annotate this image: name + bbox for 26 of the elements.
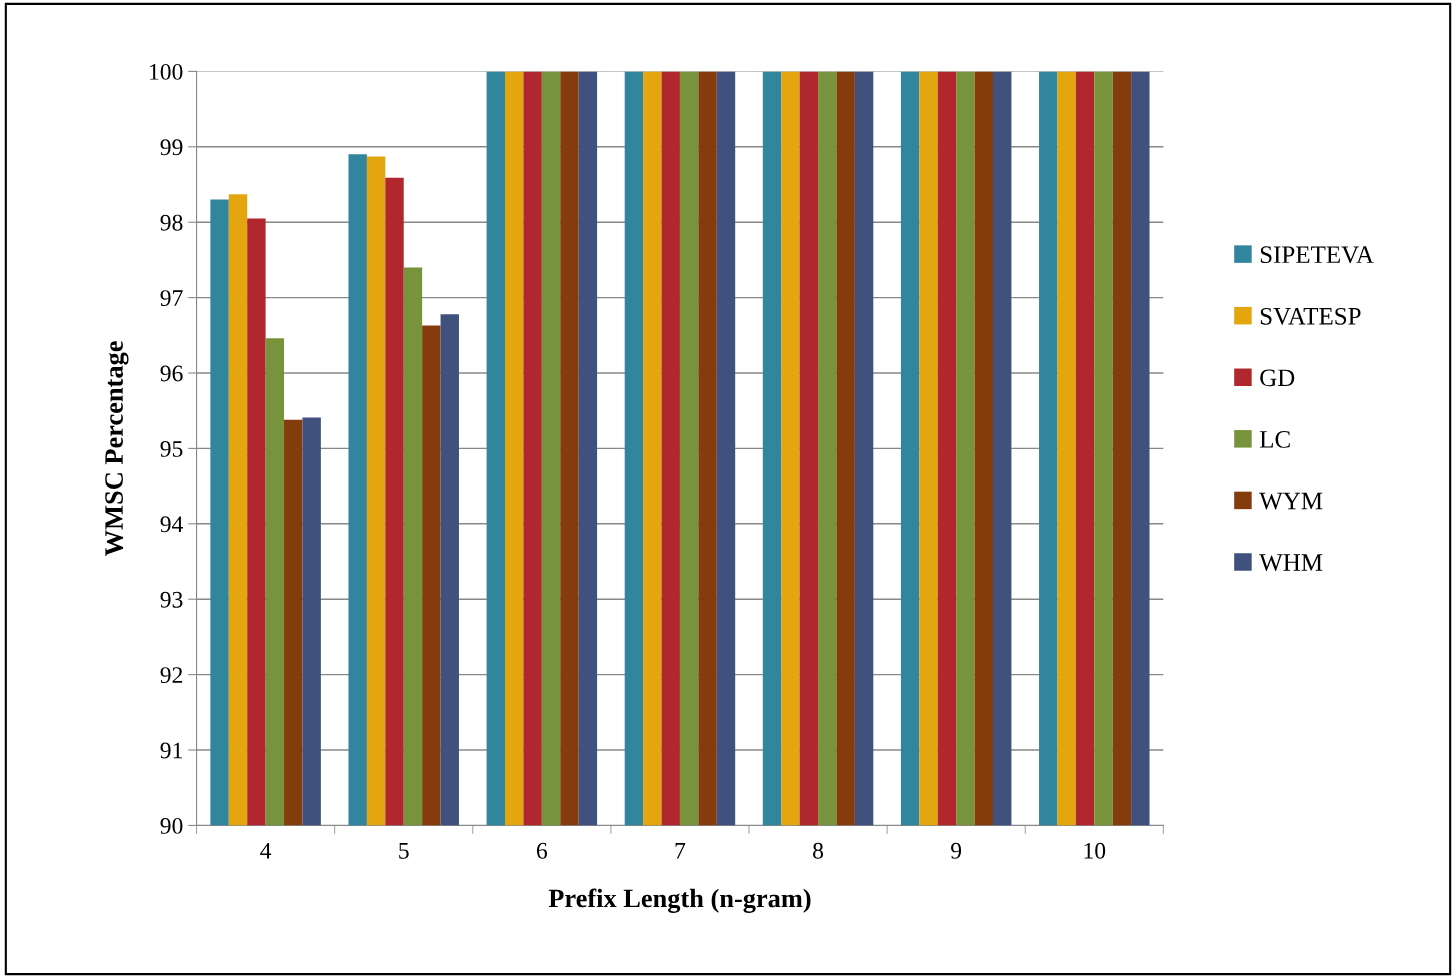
- y-tick-label: 91: [160, 742, 182, 759]
- y-tick-label: 92: [160, 667, 183, 684]
- x-tick-label: 5: [399, 843, 409, 859]
- y-tick-label: 100: [150, 63, 183, 80]
- x-tick-label: 4: [260, 842, 272, 859]
- x-tick-label: 9: [951, 842, 962, 859]
- legend-label: SIPETEVA: [1260, 246, 1374, 264]
- legend-label: WYM: [1259, 492, 1323, 510]
- x-tick-label: 6: [536, 842, 548, 859]
- x-axis-title: Prefix Length (n-gram): [548, 888, 811, 913]
- legend-label: WHM: [1259, 554, 1323, 572]
- y-tick-label: 94: [160, 516, 183, 533]
- y-tick-label: 98: [160, 214, 183, 231]
- legend-label: SVATESP: [1260, 307, 1361, 325]
- x-tick-label: 7: [675, 843, 686, 859]
- y-tick-label: 96: [160, 365, 183, 382]
- y-tick-label: 93: [160, 591, 183, 608]
- legend-label: LC: [1259, 431, 1290, 448]
- y-tick-label: 99: [160, 139, 183, 156]
- y-tick-label: 90: [160, 817, 183, 834]
- y-axis-title: WMSC Percentage: [105, 341, 129, 556]
- x-tick-label: 8: [813, 842, 824, 859]
- x-tick-label: 10: [1084, 842, 1106, 859]
- y-tick-label: 97: [160, 290, 183, 307]
- legend-label: GD: [1260, 369, 1295, 387]
- y-tick-label: 95: [160, 440, 183, 457]
